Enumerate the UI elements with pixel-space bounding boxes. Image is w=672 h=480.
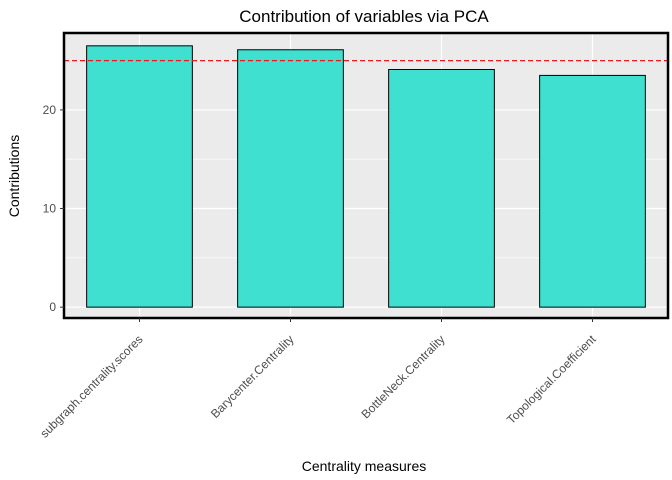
bar-barycenter-centrality: [237, 49, 344, 308]
bar-subgraph-centrality-scores: [86, 45, 193, 308]
x-tick-label: subgraph.centrality.scores: [37, 332, 145, 440]
panel-border: [62, 31, 670, 320]
bar-topological-coefficient: [539, 74, 646, 308]
chart-title: Contribution of variables via PCA: [239, 7, 489, 26]
x-tick-label: BottleNeck.Centrality: [358, 332, 447, 421]
reference-line-group: [62, 31, 670, 320]
y-tick-label: 0: [49, 300, 56, 314]
x-axis: subgraph.centrality.scores Barycenter.Cen…: [37, 318, 599, 441]
y-tick-label: 10: [43, 202, 57, 216]
x-tick-label: Topological.Coefficient: [504, 332, 599, 427]
bar-group: [86, 45, 646, 308]
bar-bottleneck-centrality: [388, 68, 495, 308]
y-axis-title: Contributions: [6, 135, 22, 218]
x-axis-title: Centrality measures: [302, 458, 427, 474]
y-axis: 0 10 20: [43, 103, 64, 314]
x-tick-label: Barycenter.Centrality: [208, 332, 297, 421]
y-tick-label: 20: [43, 103, 57, 117]
